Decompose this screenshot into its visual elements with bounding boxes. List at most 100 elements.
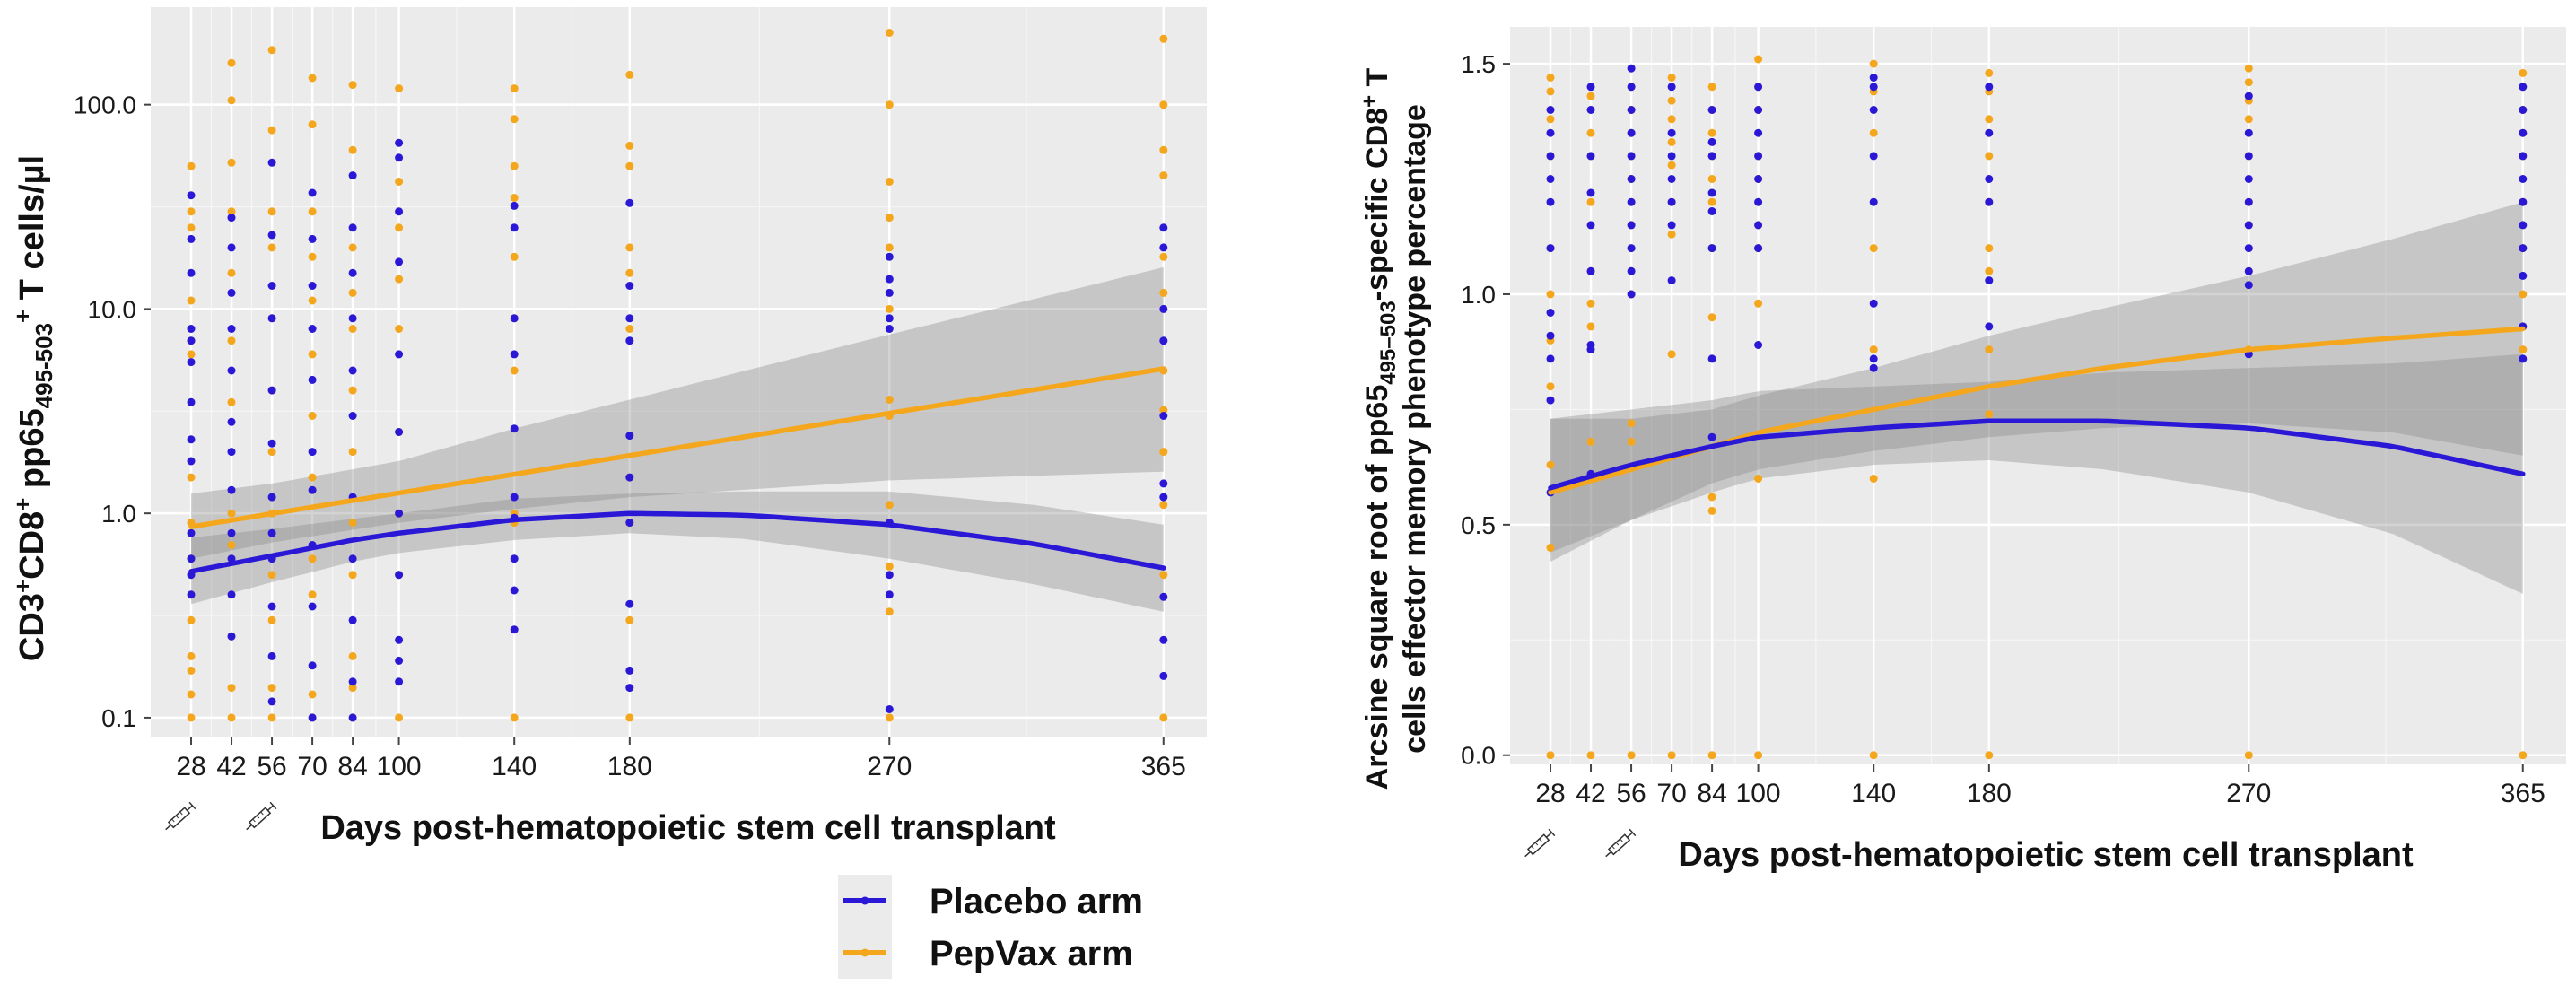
data-point-pepvax <box>1667 115 1676 124</box>
data-point-placebo <box>885 571 894 580</box>
data-point-pepvax <box>348 571 357 580</box>
data-point-placebo <box>308 713 317 722</box>
data-point-pepvax <box>348 519 357 528</box>
syringe-mark <box>1620 838 1623 842</box>
data-point-placebo <box>625 599 634 608</box>
data-point-placebo <box>2519 128 2528 137</box>
data-point-placebo <box>1869 106 1878 114</box>
data-point-placebo <box>510 223 519 232</box>
data-point-pepvax <box>885 607 894 616</box>
data-point-pepvax <box>308 690 317 699</box>
data-point-placebo <box>227 366 236 375</box>
syringe-plunger <box>1545 832 1552 838</box>
x-tick-label: 140 <box>492 752 537 781</box>
data-point-placebo <box>187 554 196 563</box>
data-point-pepvax <box>1546 751 1555 760</box>
data-point-pepvax <box>625 268 634 277</box>
data-point-pepvax <box>625 141 634 150</box>
y-axis-title-part: 495–503 <box>1376 301 1401 384</box>
trend-lines <box>1548 326 2526 495</box>
data-point-pepvax <box>1985 68 1994 77</box>
data-point-placebo <box>395 428 404 436</box>
data-point-pepvax <box>510 84 519 93</box>
data-point-pepvax <box>1667 74 1676 82</box>
data-point-placebo <box>2244 92 2253 100</box>
data-point-placebo <box>187 590 196 599</box>
data-point-placebo <box>395 509 404 518</box>
data-point-pepvax <box>308 412 317 420</box>
data-point-pepvax <box>1985 115 1994 124</box>
data-point-placebo <box>308 375 317 384</box>
data-point-pepvax <box>1985 410 1994 419</box>
data-point-placebo <box>395 350 404 359</box>
data-point-pepvax <box>1159 288 1168 297</box>
data-point-placebo <box>267 231 276 240</box>
data-point-pepvax <box>227 96 236 105</box>
chart-left-cd8-counts: 0.1 1.0 10.0 100.0 28 42 56 70 84 100 140 180 270 36… <box>9 7 1207 847</box>
y-tick-label: 10.0 <box>88 295 137 323</box>
x-axis-title: Days post-hematopoietic stem cell transp… <box>1678 836 2414 874</box>
data-point-placebo <box>1985 197 1994 206</box>
x-tick-label: 28 <box>1535 779 1565 808</box>
data-point-pepvax <box>348 651 357 660</box>
data-point-placebo <box>1985 128 1994 137</box>
data-point-placebo <box>1586 106 1595 114</box>
gridlines <box>1510 27 2566 764</box>
syringe-barrel <box>167 807 191 829</box>
data-point-pepvax <box>885 501 894 510</box>
syringe-mark <box>175 815 179 819</box>
data-point-pepvax <box>625 325 634 333</box>
data-point-pepvax <box>1546 382 1555 391</box>
y-axis-title-part: CD3 <box>13 593 51 661</box>
data-point-pepvax <box>1707 175 1716 183</box>
data-point-placebo <box>187 528 196 537</box>
syringe-mark <box>260 811 264 816</box>
data-point-placebo <box>2244 152 2253 161</box>
data-point-pepvax <box>510 115 519 124</box>
data-point-placebo <box>1627 64 1636 73</box>
y-tick-label: 1.0 <box>101 500 136 528</box>
trend-line-placebo <box>188 510 1166 574</box>
data-point-pepvax <box>395 325 404 333</box>
data-point-placebo <box>2519 152 2528 161</box>
data-point-placebo <box>308 282 317 290</box>
data-point-placebo <box>1586 83 1595 92</box>
data-point-pepvax <box>1985 751 1994 760</box>
data-points <box>1546 55 2528 760</box>
syringe-barrel <box>248 807 272 829</box>
data-point-pepvax <box>308 74 317 83</box>
data-point-pepvax <box>625 615 634 624</box>
data-point-placebo <box>885 288 894 297</box>
data-point-pepvax <box>348 243 357 252</box>
data-point-pepvax <box>2244 64 2253 73</box>
data-point-placebo <box>1754 106 1763 114</box>
data-point-pepvax <box>2519 290 2528 299</box>
data-point-pepvax <box>1586 751 1595 760</box>
data-point-pepvax <box>625 70 634 79</box>
data-point-pepvax <box>625 161 634 170</box>
data-point-placebo <box>308 661 317 670</box>
data-point-placebo <box>395 257 404 266</box>
data-point-placebo <box>1159 479 1168 488</box>
data-point-pepvax <box>1707 751 1716 760</box>
syringe-mark <box>179 811 183 816</box>
data-point-placebo <box>1869 299 1878 308</box>
data-point-pepvax <box>187 223 196 232</box>
syringe-needle <box>1605 851 1612 858</box>
syringe-mark <box>1539 838 1542 842</box>
x-tick-label: 270 <box>867 752 912 781</box>
data-point-pepvax <box>227 713 236 722</box>
data-point-placebo <box>1627 175 1636 183</box>
data-point-pepvax <box>1586 197 1595 206</box>
data-point-placebo <box>1627 83 1636 92</box>
data-point-pepvax <box>885 562 894 571</box>
data-point-placebo <box>510 424 519 433</box>
data-point-placebo <box>2519 244 2528 253</box>
data-point-placebo <box>625 473 634 482</box>
data-point-pepvax <box>227 509 236 518</box>
syringe-plunger-end <box>1629 828 1637 837</box>
data-point-placebo <box>625 684 634 693</box>
data-point-placebo <box>510 586 519 595</box>
data-point-placebo <box>625 198 634 207</box>
data-point-placebo <box>1586 221 1595 230</box>
